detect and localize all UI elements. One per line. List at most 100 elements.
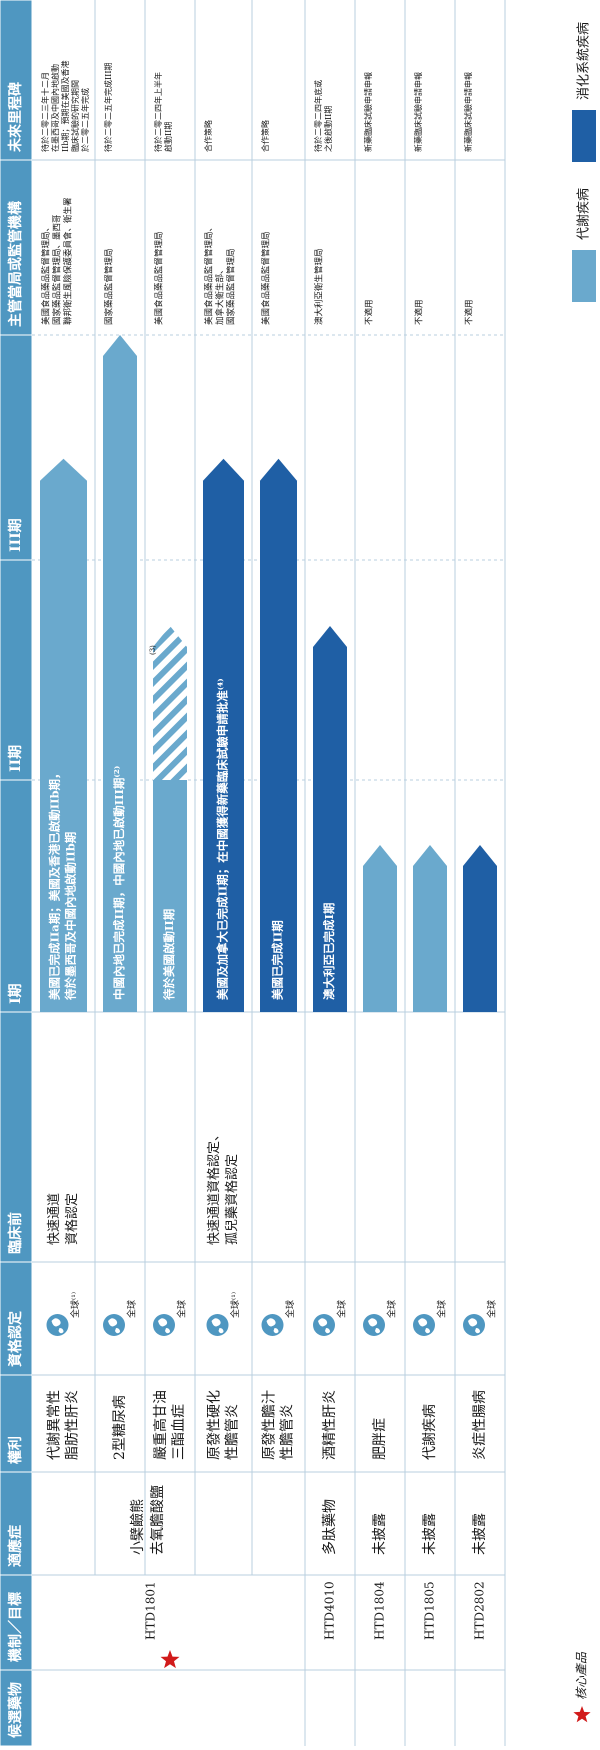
header-label: 資格認定 [7,1311,24,1367]
milestone-text: 啟動II期 [163,122,173,152]
header-label: 適應症 [7,1525,24,1567]
bar-label: 中國內地已完成II期，中國內地已啟動III期⁽²⁾ [112,766,126,1000]
indication-text: 肥胖症 [372,1418,388,1460]
progress-arrow [463,844,497,1012]
milestone-text: 新藥臨床試驗申請申報 [413,72,423,152]
rights-text: 全球 [336,1300,348,1318]
column-header [0,1011,33,1263]
column-header [0,1471,33,1576]
milestone-text: 待於二零二五年完成III期 [103,63,113,152]
globe-continents [108,1318,120,1334]
column-header [0,1261,33,1376]
milestone-text: 合作策略 [260,120,270,152]
bar-label: 待於美國啟動II期 [162,909,176,1000]
header-label: 候選藥物 [7,1682,24,1738]
mechanism-text: 未披露 [372,1513,388,1555]
mechanism-text: 多肽藥物 [321,1499,338,1555]
regulator-text: 國家藥品監督管理局 [226,248,237,325]
header-label: II期 [8,745,24,772]
regulator-text: 不適用 [414,299,425,325]
globe-continents [368,1318,380,1334]
indication-text: 性膽管炎 [279,1404,296,1460]
column-header [0,159,33,336]
regulator-text: 美國食品藥品監督管理局、 [204,223,215,325]
regulator-text: 不適用 [364,299,375,325]
indication-text: 原發性硬化 [207,1390,223,1460]
rights-text: 全球⁽¹⁾ [229,1292,241,1318]
regulator-text: 不適用 [464,299,475,325]
core-product-legend-star-icon [573,1706,591,1723]
rights-text: 全球⁽¹⁾ [69,1292,81,1318]
globe-continents [266,1318,279,1334]
globe-continents [468,1318,480,1334]
globe-continents [418,1318,430,1334]
regulator-text: 加拿大衛生部、 [215,265,226,325]
mechanism-text: 去氧膽酸鹽 [149,1485,166,1555]
drug-name: HTD4010 [323,1581,337,1640]
indication-text: 2型糖尿病 [112,1395,128,1460]
globe-continents [158,1318,170,1334]
legend-label-metabolic: 代謝疾病 [577,188,592,240]
header-label: III期 [8,518,24,552]
column-header [0,1669,33,1747]
designation-text: 孤兒藥資格認定 [224,1154,240,1245]
indication-text: 代謝異常性 [47,1390,63,1460]
milestone-text: IIb期；預期在美國及香港 [60,61,70,152]
milestone-text: 合作策略 [203,120,213,152]
indication-text: 原發性膽汁 [261,1390,278,1460]
header-label: 主管當局或監管機構 [7,201,24,327]
header-label: I期 [8,983,24,1004]
regulator-text: 澳大利亞衛生管理局 [314,248,325,325]
indication-text: 性膽管炎 [224,1404,241,1460]
legend-label-digestive: 消化系統疾病 [577,22,592,100]
indication-text: 脂肪性肝炎 [65,1390,81,1460]
rights-text: 全球 [126,1300,138,1318]
milestone-text: 待於二零二四年底或 [313,80,323,152]
drug-name: HTD1805 [423,1581,437,1640]
regulator-text: 國家藥品監督管理局、墨西哥 [52,214,63,325]
milestone-text: 新藥臨床試驗申請申報 [463,72,473,152]
column-header [0,1374,33,1473]
milestone-text: 之後啟動II期 [323,106,333,152]
regulator-text: 美國食品藥品監督管理局 [154,231,165,325]
regulator-text: 美國食品藥品監督管理局 [261,231,272,325]
indication-text: 嚴重高甘油 [152,1390,169,1460]
mechanism-text: 未披露 [472,1513,488,1555]
progress-arrow [203,458,244,1012]
milestone-text: 新藥臨床試驗申請申報 [363,72,373,152]
drug-name: HTD1801 [144,1581,158,1640]
rights-text: 全球 [176,1300,188,1318]
bar-footnote: (3) [149,645,157,655]
core-product-note: 核心產品 [575,1651,589,1700]
indication-text: 酒精性肝炎 [322,1390,338,1460]
globe-continents [318,1318,330,1334]
progress-arrow [103,335,137,1012]
designation-text: 資格認定 [64,1193,80,1245]
designation-text: 快速通道 [47,1193,62,1245]
bar-label: 美國及加拿大已完成II期；在中國獲得新藥臨床試驗申請批准⁽⁴⁾ [216,678,230,1000]
rights-text: 全球 [386,1300,398,1318]
core-product-star-icon [160,1650,180,1669]
milestone-text: 在墨西哥及中國內地啟動 [50,64,60,152]
globe-continents [51,1318,64,1334]
drug-name: HTD1804 [373,1581,387,1640]
globe-continents [211,1318,224,1334]
bar-label: 美國已完成II期 [271,920,285,1000]
column-header [0,0,33,161]
column-header [0,334,33,561]
milestone-text: 待於二零二四年上半年 [153,72,163,152]
legend-swatch-metabolic [572,250,596,302]
milestone-text: 待於二零二三年十二月 [40,72,50,152]
rights-text: 全球 [436,1300,448,1318]
designation-text: 快速通道資格認定、 [206,1128,222,1245]
bar-label: 美國已完成IIa期；美國及香港已啟動IIb期， [48,767,62,1000]
bar-label: 待於墨西哥及中國內地啟動IIb期 [64,832,78,1000]
progress-arrow [413,844,447,1012]
regulator-text: 聯邦衛生風險保護委員會、衛生署 [63,197,74,325]
milestone-text: 於二零二五年完成 [80,88,90,152]
rights-text: 全球 [284,1300,296,1318]
drug-name: HTD2802 [473,1581,487,1640]
header-label: 機制／目標 [7,1592,24,1662]
